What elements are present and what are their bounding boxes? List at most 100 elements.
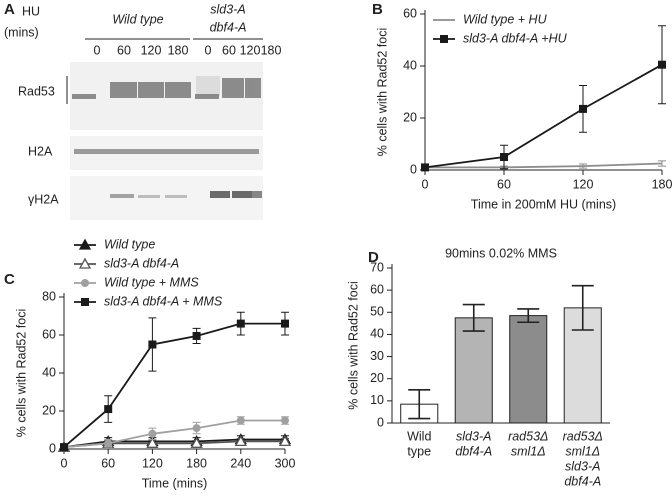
marker — [190, 436, 203, 448]
lane-label: 60 — [222, 43, 236, 57]
lane-label: 0 — [94, 43, 101, 57]
y-tick-label: 30 — [370, 349, 384, 363]
bar — [509, 315, 548, 424]
line — [63, 438, 285, 448]
x-tick-label: 240 — [230, 456, 251, 470]
x-tick-label: sld3-A — [456, 429, 491, 443]
legend-label: sld3-A dbf4-A +HU — [463, 31, 568, 45]
error-bar — [658, 160, 666, 167]
error-bar — [571, 284, 594, 331]
x-tick-label: Wild — [407, 429, 431, 443]
x-tick-label: 120 — [142, 456, 163, 470]
lane-label: 180 — [261, 43, 282, 57]
y-axis-label: % cells with Rad52 foci — [346, 281, 360, 410]
lane-label: 120 — [141, 43, 162, 57]
y-tick-label: 0 — [377, 415, 384, 429]
marker — [658, 60, 666, 69]
legend-label: sld3-A dbf4-A + MMS — [104, 294, 223, 308]
error-bar — [408, 388, 431, 420]
y-tick-label: 50 — [370, 305, 384, 319]
y-tick-label: 60 — [42, 327, 56, 341]
marker — [148, 340, 157, 349]
y-tick-label: 70 — [370, 260, 384, 274]
y-axis-label: % cells with Rad52 foci — [375, 28, 389, 157]
error-bar — [579, 163, 587, 169]
legend-marker — [78, 257, 92, 269]
legend-marker — [81, 279, 89, 287]
x-tick-label: sld3-A — [565, 459, 600, 473]
x-tick-label: type — [407, 444, 431, 458]
group-label: sld3-A — [210, 2, 245, 16]
axis-title: (mins) — [4, 25, 39, 39]
y-tick-label: 10 — [370, 393, 384, 407]
line — [425, 162, 663, 169]
marker — [60, 443, 68, 452]
line — [424, 63, 663, 169]
x-tick-label: sml1Δ — [511, 444, 546, 458]
lane-label: 180 — [168, 43, 189, 57]
x-tick-label: 180 — [186, 456, 207, 470]
row-label: Rad53 — [18, 84, 55, 98]
y-tick-label: 0 — [49, 441, 56, 455]
marker — [236, 416, 245, 425]
y-tick-label: 60 — [370, 282, 384, 296]
legend-marker — [440, 35, 448, 43]
marker — [500, 153, 508, 161]
marker — [421, 163, 429, 172]
marker — [192, 424, 201, 433]
marker — [278, 435, 292, 447]
panel-label: A — [4, 1, 15, 18]
row-label: γH2A — [28, 192, 59, 206]
lane-label: 120 — [240, 43, 261, 57]
x-tick-label: 60 — [497, 177, 511, 191]
x-tick-label: 0 — [61, 456, 68, 470]
line — [63, 419, 285, 448]
marker — [579, 104, 587, 113]
marker — [234, 435, 247, 447]
x-tick-label: 120 — [573, 177, 594, 191]
x-tick-label: sml1Δ — [565, 444, 600, 458]
x-tick-label: 180 — [652, 177, 672, 191]
line — [63, 322, 285, 448]
legend-label: Wild type — [104, 237, 155, 251]
group-label: dbf4-A — [210, 20, 247, 34]
x-tick-label: 60 — [101, 456, 115, 470]
y-tick-label: 0 — [410, 162, 417, 176]
row-label: H2A — [28, 144, 53, 158]
panel-label: D — [368, 249, 379, 266]
legend-label: Wild type + MMS — [104, 275, 199, 289]
x-tick-label: rad53Δ — [508, 429, 548, 443]
marker — [148, 429, 157, 438]
y-tick-label: 80 — [42, 289, 56, 303]
axis-title: HU — [22, 4, 40, 18]
y-tick-label: 40 — [42, 365, 56, 379]
x-axis-label: Time (mins) — [142, 476, 208, 490]
y-tick-label: 40 — [403, 58, 417, 72]
panel-label: C — [4, 271, 15, 288]
blot-image — [66, 38, 263, 220]
x-tick-label: 0 — [422, 177, 429, 191]
marker — [281, 319, 289, 328]
legend-label: Wild type + HU — [463, 12, 548, 26]
lane-label: 0 — [205, 43, 212, 57]
x-tick-label: dbf4-A — [564, 474, 601, 488]
group-label: Wild type — [112, 12, 163, 26]
lane-label: 60 — [117, 43, 131, 57]
marker — [146, 436, 159, 448]
marker — [281, 416, 289, 425]
marker — [104, 439, 113, 448]
panel-label: B — [372, 1, 383, 18]
y-tick-label: 60 — [403, 6, 417, 20]
marker — [236, 319, 245, 328]
x-tick-label: dbf4-A — [455, 444, 492, 458]
y-axis-label: % cells with Rad52 foci — [14, 309, 28, 438]
y-tick-label: 20 — [370, 371, 384, 385]
x-tick-label: rad53Δ — [563, 429, 603, 443]
bar — [454, 317, 493, 424]
error-bar — [462, 303, 485, 332]
legend-marker — [81, 298, 89, 306]
marker — [192, 331, 201, 340]
legend-marker — [78, 238, 92, 250]
marker — [104, 405, 113, 414]
